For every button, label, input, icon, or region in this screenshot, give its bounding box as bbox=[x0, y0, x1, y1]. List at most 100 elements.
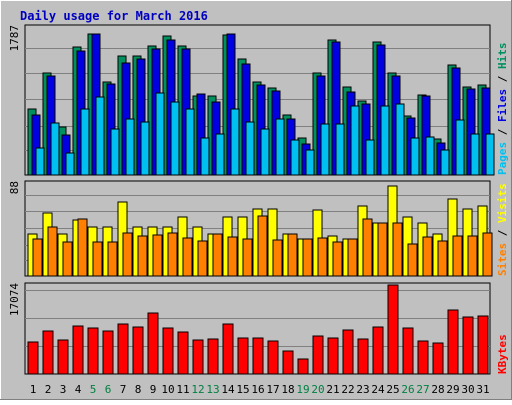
x-tick-label-day-24: 24 bbox=[371, 383, 385, 396]
bar-pages-day-10 bbox=[170, 101, 180, 176]
bar-pages-day-21 bbox=[335, 123, 345, 176]
bar-sites-day-18 bbox=[287, 233, 298, 277]
x-tick-label-day-9: 9 bbox=[150, 383, 157, 396]
bar-kbytes-day-30 bbox=[462, 316, 474, 375]
bar-kbytes-day-21 bbox=[327, 337, 339, 375]
bar-sites-day-12 bbox=[197, 240, 208, 277]
panel-ymax-label: 88 bbox=[8, 181, 21, 194]
bar-kbytes-day-2 bbox=[42, 330, 54, 375]
bar-sites-day-29 bbox=[452, 235, 463, 277]
bar-kbytes-day-14 bbox=[222, 323, 234, 375]
legend-entry: Hits bbox=[496, 43, 509, 70]
bar-sites-day-15 bbox=[242, 238, 253, 277]
bar-pages-day-26 bbox=[410, 137, 420, 176]
legend-entry: Files bbox=[496, 89, 509, 122]
x-tick-label-day-6: 6 bbox=[105, 383, 112, 396]
bar-sites-day-31 bbox=[482, 232, 493, 277]
bar-kbytes-day-24 bbox=[372, 326, 384, 375]
bar-sites-day-25 bbox=[392, 222, 403, 277]
bar-kbytes-day-17 bbox=[267, 340, 279, 375]
bar-kbytes-day-7 bbox=[117, 323, 129, 375]
legend-separator: / bbox=[496, 69, 509, 89]
bar-pages-day-17 bbox=[275, 118, 285, 176]
x-tick-label-day-13: 13 bbox=[206, 383, 219, 396]
bar-kbytes-day-13 bbox=[207, 338, 219, 375]
bar-sites-day-7 bbox=[122, 232, 133, 277]
bar-kbytes-day-12 bbox=[192, 339, 204, 375]
bar-sites-day-17 bbox=[272, 239, 283, 277]
bar-pages-day-27 bbox=[425, 136, 435, 176]
bar-sites-day-3 bbox=[62, 241, 73, 277]
series-kbytes bbox=[27, 284, 489, 375]
x-tick-label-day-14: 14 bbox=[221, 383, 235, 396]
x-tick-label-day-11: 11 bbox=[176, 383, 189, 396]
x-tick-label-day-2: 2 bbox=[45, 383, 52, 396]
bar-pages-day-5 bbox=[95, 96, 105, 176]
bar-pages-day-7 bbox=[125, 118, 135, 176]
bar-sites-day-19 bbox=[302, 238, 313, 277]
bar-kbytes-day-3 bbox=[57, 339, 69, 375]
bar-kbytes-day-31 bbox=[477, 315, 489, 375]
x-tick-label-day-8: 8 bbox=[135, 383, 142, 396]
panel-legend: Pages / Files / Hits bbox=[496, 43, 509, 176]
bar-sites-day-11 bbox=[182, 237, 193, 277]
series-sites bbox=[32, 215, 493, 277]
x-tick-label-day-17: 17 bbox=[266, 383, 279, 396]
bar-pages-day-22 bbox=[350, 105, 360, 176]
x-tick-label-day-20: 20 bbox=[311, 383, 324, 396]
x-tick-label-day-23: 23 bbox=[356, 383, 369, 396]
bar-sites-day-28 bbox=[437, 240, 448, 277]
bar-pages-day-3 bbox=[65, 152, 75, 176]
x-tick-label-day-25: 25 bbox=[386, 383, 399, 396]
x-tick-label-day-27: 27 bbox=[416, 383, 429, 396]
bar-pages-day-23 bbox=[365, 139, 375, 176]
legend-entry: KBytes bbox=[496, 334, 509, 374]
bar-kbytes-day-15 bbox=[237, 337, 249, 375]
chart-panels: 1787 Pages / Files / Hits 88 Sites / Visits… bbox=[8, 24, 509, 375]
bar-kbytes-day-22 bbox=[342, 329, 354, 375]
bar-kbytes-day-20 bbox=[312, 335, 324, 375]
bar-pages-day-1 bbox=[35, 147, 45, 176]
bar-sites-day-1 bbox=[32, 238, 43, 277]
bar-pages-day-19 bbox=[305, 149, 315, 176]
bar-pages-day-25 bbox=[395, 103, 405, 176]
bar-pages-day-24 bbox=[380, 105, 390, 176]
bar-sites-day-27 bbox=[422, 236, 433, 277]
bar-pages-day-30 bbox=[470, 133, 480, 176]
bar-sites-day-6 bbox=[107, 241, 118, 277]
bar-sites-day-2 bbox=[47, 226, 58, 277]
bar-pages-day-15 bbox=[245, 121, 255, 176]
bar-kbytes-day-23 bbox=[357, 338, 369, 375]
bar-sites-day-10 bbox=[167, 232, 178, 277]
x-tick-label-day-21: 21 bbox=[326, 383, 339, 396]
bar-pages-day-9 bbox=[155, 92, 165, 176]
bar-pages-day-31 bbox=[485, 133, 495, 176]
legend-separator: / bbox=[496, 122, 509, 142]
bar-kbytes-day-6 bbox=[102, 330, 114, 375]
panel-hits_files_pages: 1787 Pages / Files / Hits bbox=[8, 24, 509, 176]
bar-kbytes-day-11 bbox=[177, 331, 189, 375]
panel-ymax-label: 1787 bbox=[8, 25, 21, 52]
bar-kbytes-day-25 bbox=[387, 284, 399, 375]
bar-sites-day-30 bbox=[467, 235, 478, 277]
x-tick-label-day-7: 7 bbox=[120, 383, 127, 396]
bar-kbytes-day-5 bbox=[87, 327, 99, 375]
bar-pages-day-6 bbox=[110, 128, 120, 176]
bar-sites-day-13 bbox=[212, 233, 223, 277]
bar-kbytes-day-4 bbox=[72, 325, 84, 375]
x-axis-tick-labels: 1 2 3 4 5 6 7 8 9 10 11 12 13 14 15 16 17 18 19 20 21 22 23 24 2… bbox=[30, 383, 490, 396]
bar-kbytes-day-26 bbox=[402, 327, 414, 375]
bar-sites-day-8 bbox=[137, 235, 148, 277]
panel-ymax-label: 17074 bbox=[8, 283, 21, 316]
legend-entry: Pages bbox=[496, 142, 509, 175]
bar-pages-day-14 bbox=[230, 108, 240, 176]
legend-separator: / bbox=[496, 223, 509, 243]
bar-pages-day-8 bbox=[140, 121, 150, 176]
bar-kbytes-day-10 bbox=[162, 327, 174, 375]
chart-title: Daily usage for March 2016 bbox=[20, 9, 208, 23]
x-tick-label-day-1: 1 bbox=[30, 383, 37, 396]
x-tick-label-day-10: 10 bbox=[161, 383, 174, 396]
bar-sites-day-5 bbox=[92, 241, 103, 277]
